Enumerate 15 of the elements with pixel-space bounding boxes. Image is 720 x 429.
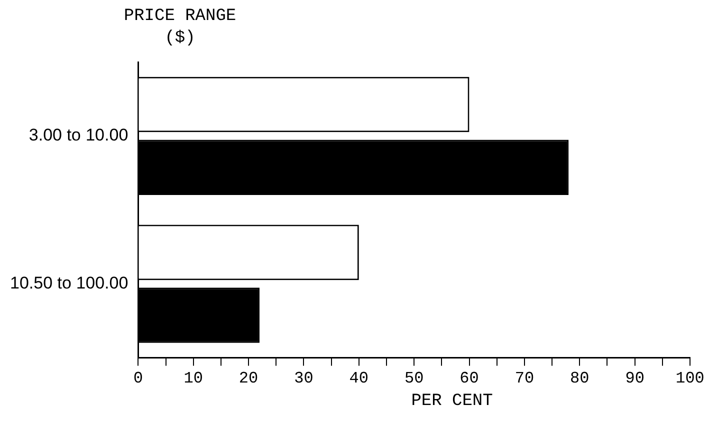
x-tick-label: 60 [460, 370, 479, 388]
x-tick-label: 10 [184, 370, 203, 388]
x-axis-title: PER CENT [410, 392, 494, 411]
y-tick-label: 3.00 to 10.00 [28, 126, 128, 145]
x-tick-label: 50 [404, 370, 424, 388]
x-tick-label: 0 [133, 370, 143, 388]
x-tick-label: 90 [625, 370, 644, 388]
x-tick-label: 80 [570, 370, 590, 388]
x-tick-label: 100 [676, 370, 704, 388]
y-tick-label: 10.50 to 100.00 [10, 274, 128, 293]
x-tick-label: 70 [514, 370, 534, 388]
x-tick-label: 20 [238, 370, 258, 388]
y-axis-title: PRICE RANGE ($) [122, 6, 238, 50]
x-tick-label: 30 [294, 370, 314, 388]
x-tick-label: 40 [349, 370, 368, 388]
